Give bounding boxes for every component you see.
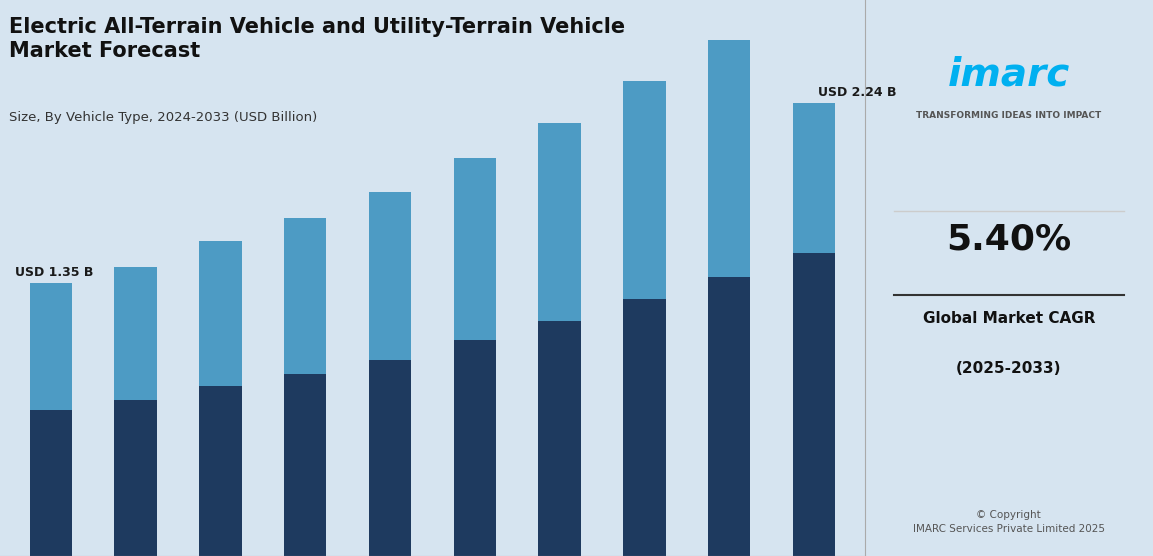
Bar	[284, 374, 326, 556]
Bar	[793, 253, 835, 556]
Bar	[453, 158, 496, 340]
Bar	[538, 123, 581, 321]
Text: TRANSFORMING IDEAS INTO IMPACT: TRANSFORMING IDEAS INTO IMPACT	[917, 111, 1101, 120]
Text: USD 1.35 B: USD 1.35 B	[15, 266, 93, 279]
Text: imarc: imarc	[948, 56, 1070, 93]
Bar	[453, 340, 496, 556]
Point	[887, 291, 900, 298]
Bar	[623, 299, 665, 556]
Bar	[30, 283, 73, 410]
Text: Electric All-Terrain Vehicle and Utility-Terrain Vehicle
Market Forecast: Electric All-Terrain Vehicle and Utility…	[9, 17, 625, 62]
Bar	[114, 400, 157, 556]
Bar	[708, 277, 751, 556]
Point	[1117, 291, 1131, 298]
Bar	[793, 103, 835, 253]
Bar	[708, 41, 751, 277]
Bar	[623, 81, 665, 299]
Bar	[199, 386, 242, 556]
Point	[887, 208, 900, 215]
Text: © Copyright
IMARC Services Private Limited 2025: © Copyright IMARC Services Private Limit…	[913, 510, 1105, 534]
Bar	[284, 219, 326, 374]
Text: (2025-2033): (2025-2033)	[956, 361, 1062, 376]
Bar	[369, 192, 412, 360]
Text: USD 2.24 B: USD 2.24 B	[819, 86, 897, 99]
Text: 5.40%: 5.40%	[947, 222, 1071, 256]
Bar	[30, 410, 73, 556]
Text: Size, By Vehicle Type, 2024-2033 (USD Billion): Size, By Vehicle Type, 2024-2033 (USD Bi…	[9, 111, 317, 124]
Text: Global Market CAGR: Global Market CAGR	[922, 311, 1095, 326]
Bar	[538, 321, 581, 556]
Point	[1117, 208, 1131, 215]
Bar	[369, 360, 412, 556]
Bar	[114, 267, 157, 400]
Bar	[199, 241, 242, 386]
